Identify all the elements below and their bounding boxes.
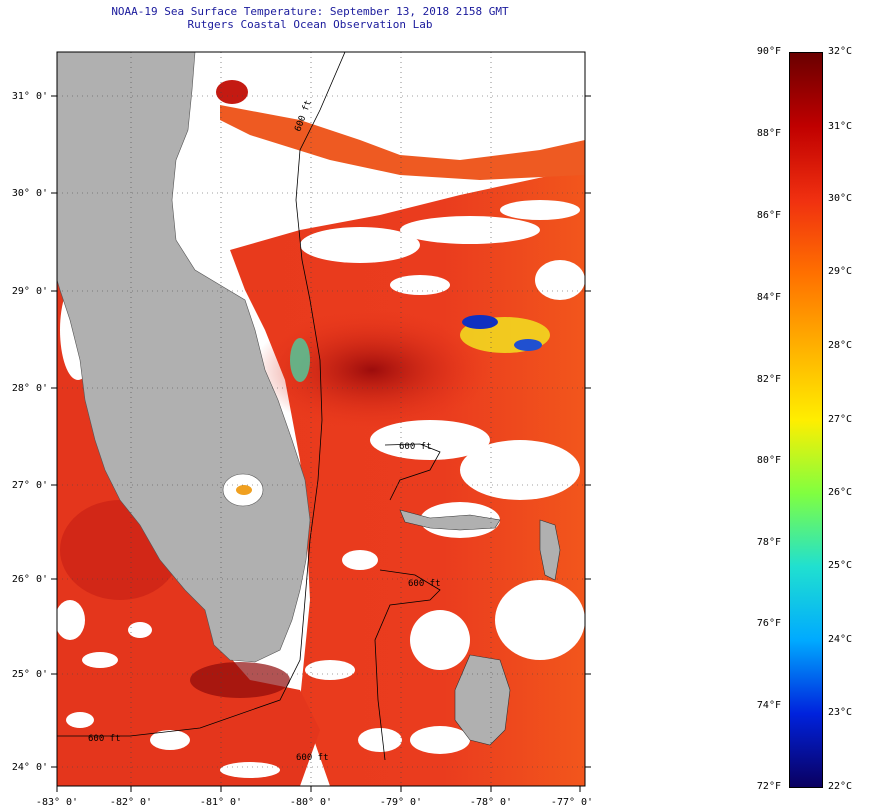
colorbar-c-label: 23°C [828, 707, 853, 718]
cold-patch [514, 339, 542, 351]
colorbar-c-label: 22°C [828, 781, 853, 792]
colorbar-f-label: 86°F [756, 210, 781, 221]
colorbar-c-label: 24°C [828, 634, 853, 645]
grand-bahama-land [399, 509, 501, 531]
colorbar-f-label: 72°F [756, 781, 781, 792]
colorbar-f-label: 88°F [756, 128, 781, 139]
contour-label: 600 ft [88, 734, 121, 744]
colorbar-f-label: 78°F [756, 537, 781, 548]
hot-water-patch [216, 80, 248, 104]
cloud-cover [57, 200, 585, 778]
colorbar-f-label: 90°F [756, 46, 781, 57]
x-tick-label: -77° 0' [551, 797, 593, 808]
y-tick-label: 26° 0' [12, 574, 48, 585]
contour-label: 600 ft [296, 753, 329, 763]
colorbar-f-label: 80°F [756, 455, 781, 466]
hot-water-region [252, 310, 492, 430]
isobath-600ft-bahamas-south [374, 569, 441, 761]
y-tick-label: 25° 0' [12, 669, 48, 680]
y-tick-label: 28° 0' [12, 383, 48, 394]
y-tick-label: 31° 0' [12, 91, 48, 102]
colorbar-f-label: 76°F [756, 618, 781, 629]
x-tick-label: -83° 0' [36, 797, 78, 808]
hot-water-keys [190, 662, 290, 698]
colorbar-f-label: 74°F [756, 700, 781, 711]
colorbar-f-label: 82°F [756, 374, 781, 385]
y-tick-label: 30° 0' [12, 188, 48, 199]
andros-land [454, 654, 511, 746]
isobath-600ft [57, 52, 346, 737]
isobath-600ft-bahamas-north [384, 443, 441, 501]
x-tick-label: -82° 0' [110, 797, 152, 808]
colorbar-c-label: 25°C [828, 560, 853, 571]
temperature-colorbar [789, 52, 823, 788]
colorbar-c-label: 26°C [828, 487, 853, 498]
colorbar-c-label: 30°C [828, 193, 853, 204]
map-plot-area [57, 52, 585, 786]
tick-marks [51, 95, 591, 792]
cool-patch [290, 338, 310, 382]
abaco-land [539, 519, 561, 581]
x-tick-label: -80° 0' [290, 797, 332, 808]
x-tick-label: -79° 0' [380, 797, 422, 808]
contour-label: 600 ft [399, 442, 432, 452]
cold-patch [462, 315, 498, 329]
contour-label: 600 ft [408, 579, 441, 589]
sea-surface-north [220, 105, 585, 180]
colorbar-c-label: 31°C [828, 121, 853, 132]
colorbar-f-label: 84°F [756, 292, 781, 303]
colorbar-c-label: 29°C [828, 266, 853, 277]
y-tick-label: 24° 0' [12, 762, 48, 773]
x-tick-label: -78° 0' [470, 797, 512, 808]
x-tick-label: -81° 0' [200, 797, 242, 808]
colorbar-c-label: 28°C [828, 340, 853, 351]
y-tick-label: 29° 0' [12, 286, 48, 297]
y-tick-label: 27° 0' [12, 480, 48, 491]
graticule [57, 52, 585, 786]
colorbar-c-label: 27°C [828, 414, 853, 425]
florida-land [57, 52, 311, 663]
map-title: NOAA-19 Sea Surface Temperature: Septemb… [111, 5, 509, 18]
colorbar-c-label: 32°C [828, 46, 853, 57]
sea-surface-gulf [57, 275, 320, 786]
map-subtitle: Rutgers Coastal Ocean Observation Lab [187, 18, 433, 31]
lake-okeechobee-water [236, 485, 252, 495]
map-border [56, 51, 586, 787]
